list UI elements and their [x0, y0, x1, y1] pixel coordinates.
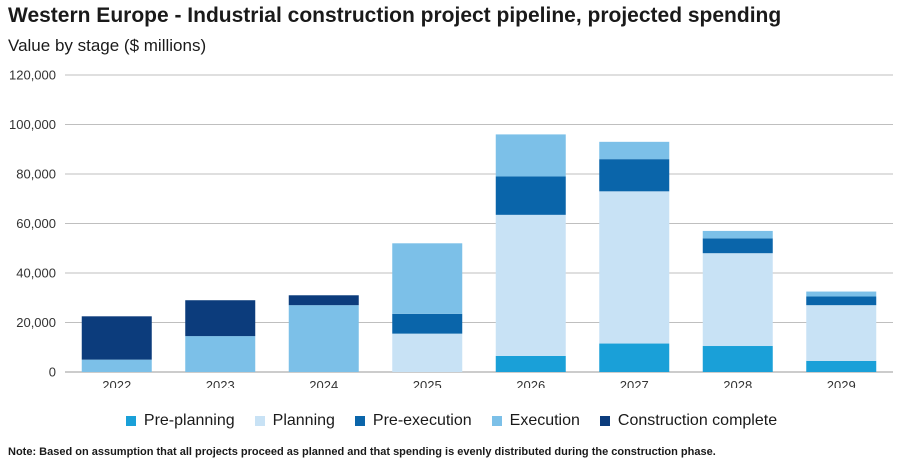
bar-segment-execution [185, 336, 256, 372]
chart-legend: Pre-planning Planning Pre-execution Executi… [0, 412, 903, 430]
legend-label: Planning [272, 412, 335, 429]
bar-segment-pre-planning [495, 355, 566, 372]
legend-swatch [125, 416, 136, 426]
bar-segment-pre-execution [806, 296, 877, 306]
x-tick-label: 2029 [827, 378, 856, 388]
bar-segment-planning [599, 191, 670, 344]
bar-segment-execution [288, 305, 359, 372]
bar-segment-pre-planning [599, 343, 670, 372]
bar-segment-pre-planning [806, 360, 877, 372]
legend-label: Pre-planning [143, 412, 235, 429]
bar-segment-planning [392, 333, 463, 372]
legend-label: Execution [509, 412, 580, 429]
y-tick-label: 40,000 [16, 266, 56, 281]
legend-label: Construction complete [617, 412, 778, 429]
legend-swatch [599, 416, 610, 426]
y-tick-label: 20,000 [16, 315, 56, 330]
bar-segment-pre-execution [599, 159, 670, 192]
y-tick-label: 60,000 [16, 216, 56, 231]
y-tick-label: 100,000 [9, 117, 56, 132]
bar-segment-execution [702, 230, 773, 239]
bar-segment-planning [806, 305, 877, 361]
bar-segment-execution [495, 134, 566, 177]
bar-segment-pre-planning [702, 346, 773, 372]
legend-swatch [354, 416, 365, 426]
legend-item: Planning [254, 412, 335, 430]
y-tick-label: 120,000 [9, 68, 56, 83]
x-tick-label: 2026 [516, 378, 545, 388]
bar-segment-execution [81, 359, 152, 372]
bar-segment-construction-complete [185, 300, 256, 337]
y-tick-label: 0 [49, 365, 56, 380]
x-tick-label: 2024 [309, 378, 338, 388]
x-tick-label: 2028 [723, 378, 752, 388]
bar-segment-execution [806, 291, 877, 297]
legend-swatch [491, 416, 502, 426]
bar-segment-pre-execution [702, 238, 773, 254]
bar-segment-construction-complete [81, 316, 152, 360]
x-tick-label: 2027 [620, 378, 649, 388]
x-tick-label: 2022 [102, 378, 131, 388]
bar-segment-planning [495, 214, 566, 356]
chart-subtitle: Value by stage ($ millions) [8, 36, 207, 55]
legend-item: Execution [491, 412, 580, 430]
stacked-bar-chart: 0 20,000 40,000 60,000 80,000 100,000 120,000 2… [9, 68, 893, 388]
x-tick-label: 2023 [206, 378, 235, 388]
footnote: Note: Based on assumption that all proje… [8, 446, 716, 458]
bar-segment-pre-execution [495, 176, 566, 215]
x-tick-label: 2025 [413, 378, 442, 388]
y-tick-label: 80,000 [16, 167, 56, 182]
chart-title: Western Europe - Industrial construction… [8, 4, 782, 27]
legend-item: Pre-execution [354, 412, 472, 430]
legend-item: Construction complete [599, 412, 778, 430]
bar-segment-pre-execution [392, 313, 463, 334]
legend-item: Pre-planning [125, 412, 235, 430]
bar-segment-execution [392, 243, 463, 314]
legend-label: Pre-execution [372, 412, 472, 429]
bar-segment-planning [702, 253, 773, 347]
bar-segment-execution [599, 141, 670, 160]
bar-segment-construction-complete [288, 295, 359, 306]
legend-swatch [254, 416, 265, 426]
